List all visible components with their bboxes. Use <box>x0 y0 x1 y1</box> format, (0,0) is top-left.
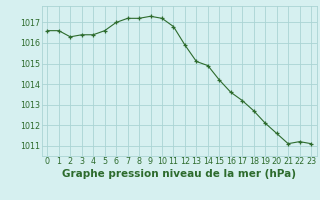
X-axis label: Graphe pression niveau de la mer (hPa): Graphe pression niveau de la mer (hPa) <box>62 169 296 179</box>
